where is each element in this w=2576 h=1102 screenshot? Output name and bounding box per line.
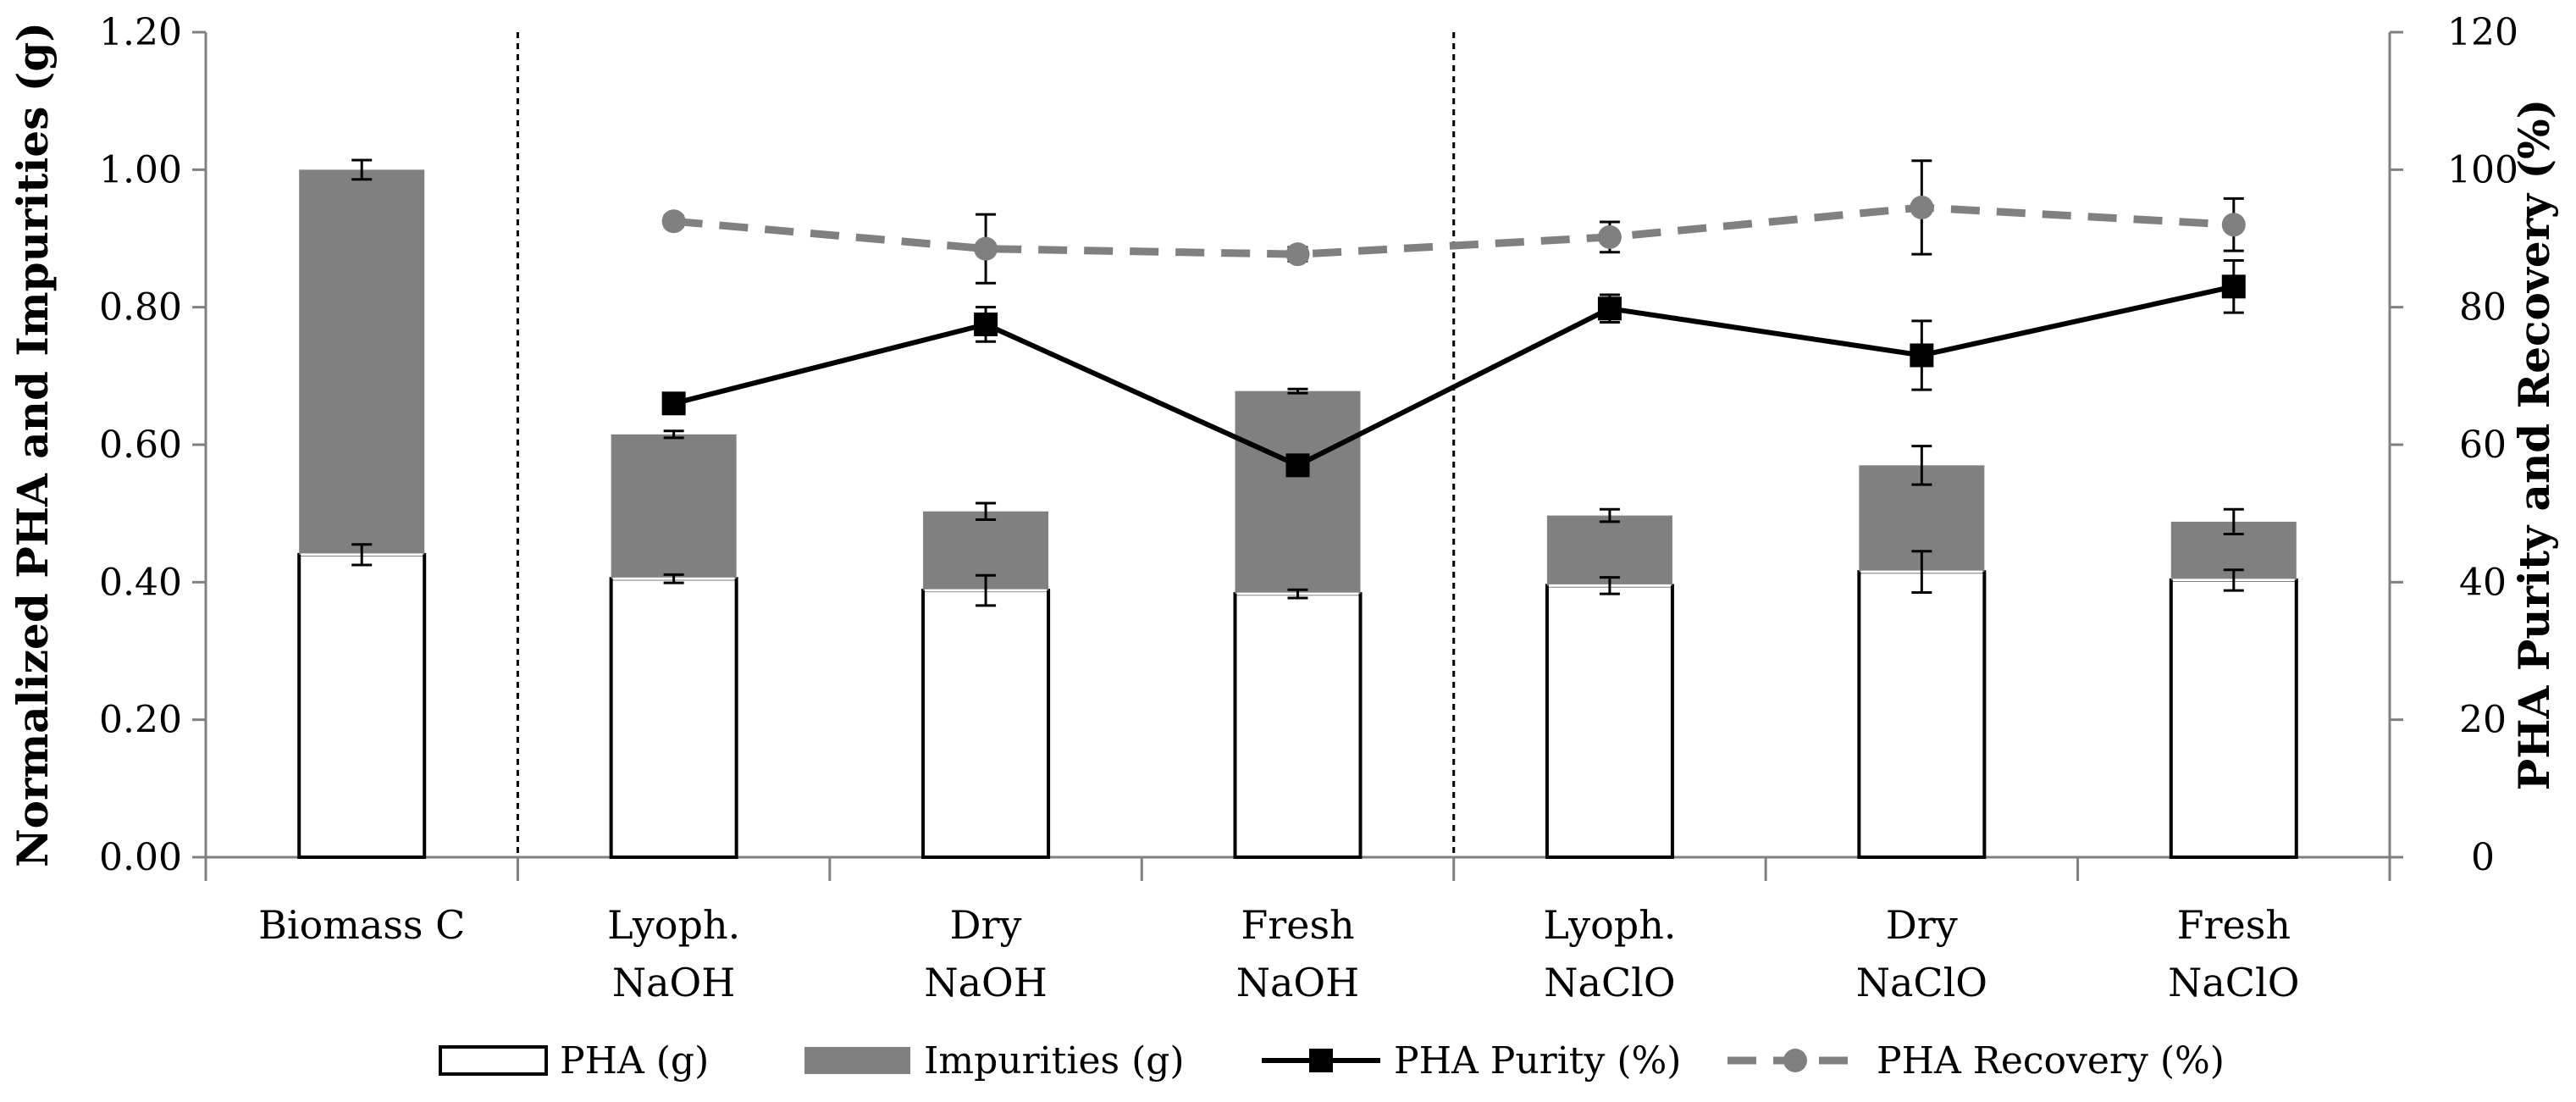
x-category-label: Lyoph. [607,902,740,948]
purity-point [1910,343,1934,368]
bar-pha [609,577,738,860]
recovery-point [1285,242,1310,267]
y-tick-label: 0.80 [99,286,182,329]
x-category-label: Lyoph. [1543,902,1676,948]
x-category-label: NaClO [2168,960,2299,1005]
x-category-label: Dry [950,902,1022,948]
purity-point [661,391,686,416]
purity-line [672,284,2235,468]
y2-tick-label: 120 [2447,11,2518,54]
y2-tick-label: 80 [2459,286,2507,329]
legend-swatch-impurities [804,1047,910,1074]
x-category-label: NaOH [924,960,1048,1005]
x-category-label: Biomass C [258,902,465,948]
legend-swatch-pha [439,1045,548,1076]
legend-label: PHA Recovery (%) [1877,1039,2225,1083]
bar-impurities [1235,390,1361,595]
y2-tick-label: 40 [2459,561,2507,604]
y-tick-label: 0.00 [99,836,182,879]
bar-pha [2169,578,2298,859]
legend-label: PHA Purity (%) [1394,1039,1681,1083]
y-tick-label: 1.00 [99,148,182,191]
legend-label: Impurities (g) [924,1039,1185,1083]
x-category-label: Fresh [1241,902,1354,948]
legend-label: PHA (g) [560,1039,709,1083]
x-category-label: NaClO [1856,960,1987,1005]
x-category-label: Dry [1886,902,1958,948]
recovery-line [673,203,2235,258]
y2-axis-title: PHA Purity and Recovery (%) [2509,99,2559,791]
y-tick-label: 0.60 [99,424,182,467]
purity-point [1285,453,1310,478]
y2-tick-label: 20 [2459,699,2507,742]
purity-point [1597,296,1622,321]
purity-point [2221,274,2246,299]
y-tick-label: 0.20 [99,699,182,742]
recovery-point [1597,224,1622,249]
bar-pha [1545,584,1674,859]
y-tick-label: 1.20 [99,11,182,54]
recovery-point [1910,195,1934,219]
bar-impurities [299,169,425,555]
x-category-label: NaOH [612,960,736,1005]
bar-pha [1233,592,1363,859]
recovery-point [2221,213,2246,237]
bar-impurities [1546,515,1672,586]
y2-tick-label: 100 [2447,148,2518,191]
y-tick-label: 0.40 [99,561,182,604]
legend-marker-recovery [1783,1049,1807,1072]
bar-pha [921,589,1051,859]
y2-tick-label: 0 [2471,836,2495,879]
purity-point [974,312,998,336]
x-category-label: NaOH [1236,960,1360,1005]
recovery-point [974,236,998,261]
y-axis-title: Normalized PHA and Impurities (g) [8,22,58,867]
recovery-point [661,209,686,234]
legend-marker-purity [1309,1049,1333,1072]
bar-pha [297,552,427,859]
x-category-label: NaClO [1544,960,1675,1005]
bar-pha [1857,570,1987,859]
bar-impurities [611,434,737,579]
x-category-label: Fresh [2177,902,2291,948]
y2-tick-label: 60 [2459,424,2507,467]
